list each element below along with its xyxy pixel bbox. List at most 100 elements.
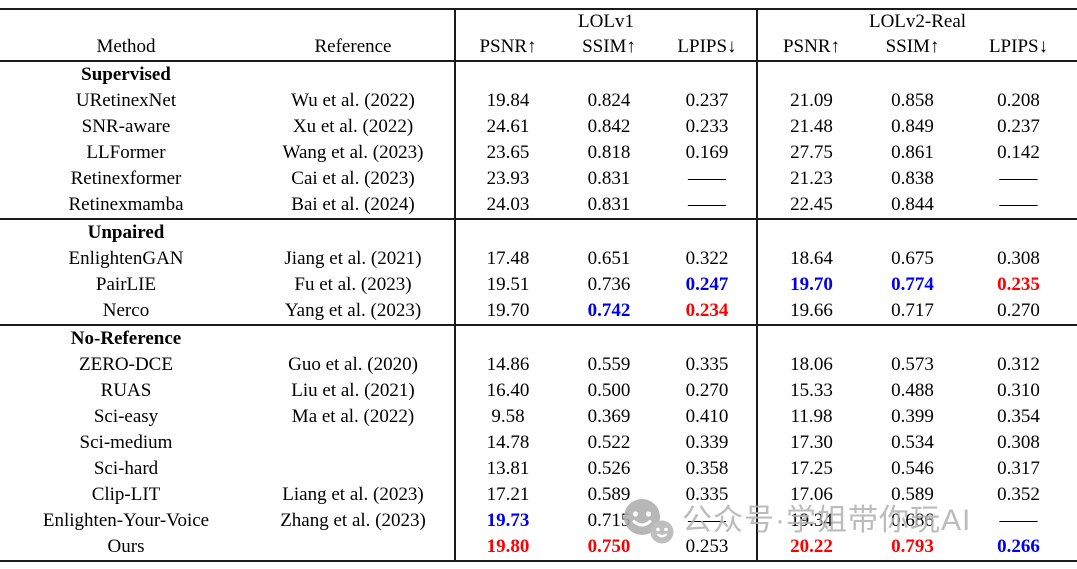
value-cell: 0.270 — [997, 300, 1040, 321]
empty-cell — [454, 61, 560, 88]
value-cell: 0.270 — [685, 380, 729, 401]
value-cell: 21.09 — [756, 88, 865, 114]
value-cell: 21.23 — [756, 166, 865, 192]
column-header-reference: Reference — [314, 36, 392, 57]
empty-cell — [756, 218, 865, 246]
value-cell: 0.831 — [587, 168, 631, 189]
value-cell: —— — [688, 194, 726, 215]
value-cell: 0.266 — [997, 536, 1040, 557]
value-cell: 20.22 — [756, 534, 865, 561]
value-cell: 0.559 — [587, 354, 631, 375]
method-cell: Clip-LIT — [91, 484, 161, 505]
value-cell: 17.48 — [454, 246, 560, 272]
value-cell: 0.831 — [587, 194, 631, 215]
empty-cell — [0, 9, 252, 33]
value-cell: 14.86 — [454, 352, 560, 378]
method-cell: Sci-easy — [93, 406, 159, 427]
reference-cell — [252, 456, 455, 482]
value-cell: 22.45 — [756, 192, 865, 219]
column-header-lpips-lolv2: LPIPS↓ — [988, 36, 1049, 57]
empty-cell — [252, 324, 455, 352]
section-header-row: Supervised — [0, 61, 1077, 88]
reference-cell: Xu et al. (2022) — [292, 116, 414, 137]
empty-cell — [960, 61, 1077, 88]
table-row: Sci-medium 14.78 0.522 0.339 17.30 0.534 0.308 — [0, 430, 1077, 456]
table-row: RUAS Liu et al. (2021) 16.40 0.500 0.270 15.3… — [0, 378, 1077, 404]
value-cell: —— — [999, 194, 1038, 215]
method-cell: Sci-medium — [79, 432, 173, 453]
value-cell: 19.34 — [756, 508, 865, 534]
value-cell: 0.410 — [685, 406, 729, 427]
value-cell: 9.58 — [454, 404, 560, 430]
value-cell: 19.70 — [454, 298, 560, 325]
empty-cell — [960, 324, 1077, 352]
value-cell: 16.40 — [454, 378, 560, 404]
value-cell: 0.399 — [891, 406, 934, 427]
column-header-ssim-lolv1: SSIM↑ — [582, 36, 636, 57]
value-cell: 14.78 — [454, 430, 560, 456]
table-body: Supervised URetinexNet Wu et al. (2022) 19.… — [0, 61, 1077, 561]
value-cell: 0.308 — [997, 432, 1040, 453]
empty-cell — [865, 324, 960, 352]
value-cell: 0.774 — [891, 274, 934, 295]
value-cell: —— — [999, 168, 1038, 189]
value-cell: 0.686 — [891, 510, 934, 531]
table-row: Sci-hard 13.81 0.526 0.358 17.25 0.546 0.317 — [0, 456, 1077, 482]
empty-cell — [756, 324, 865, 352]
value-cell: 17.30 — [756, 430, 865, 456]
value-cell: 0.736 — [587, 274, 631, 295]
value-cell: 0.234 — [685, 300, 729, 321]
value-cell: 0.312 — [997, 354, 1040, 375]
reference-cell — [252, 534, 455, 561]
section-header-row: Unpaired — [0, 218, 1077, 246]
table-row: ZERO-DCE Guo et al. (2020) 14.86 0.559 0.335… — [0, 352, 1077, 378]
value-cell: 0.715 — [587, 510, 631, 531]
table-row: Enlighten-Your-Voice Zhang et al. (2023) 1… — [0, 508, 1077, 534]
column-header-lpips-lolv1: LPIPS↓ — [677, 36, 737, 57]
value-cell: 0.247 — [685, 274, 729, 295]
value-cell: 17.25 — [756, 456, 865, 482]
value-cell: 0.339 — [685, 432, 729, 453]
value-cell: 0.235 — [997, 274, 1040, 295]
value-cell: 0.310 — [997, 380, 1040, 401]
value-cell: 0.742 — [587, 300, 631, 321]
table-row: PairLIE Fu et al. (2023) 19.51 0.736 0.247 19… — [0, 272, 1077, 298]
value-cell: 17.21 — [454, 482, 560, 508]
value-cell: 0.546 — [891, 458, 934, 479]
method-cell: LLFormer — [86, 142, 166, 163]
table-header: LOLv1 LOLv2-Real Method Reference PSNR↑ … — [0, 9, 1077, 61]
empty-cell — [560, 218, 658, 246]
metric-header-row: Method Reference PSNR↑ SSIM↑ LPIPS↓ PSNR… — [0, 33, 1077, 61]
table-row: Retinexformer Cai et al. (2023) 23.93 0.831… — [0, 166, 1077, 192]
empty-cell — [865, 218, 960, 246]
reference-cell: Liang et al. (2023) — [282, 484, 424, 505]
table-row: Ours 19.80 0.750 0.253 20.22 0.793 0.266 — [0, 534, 1077, 561]
empty-cell — [658, 324, 757, 352]
empty-cell — [658, 218, 757, 246]
value-cell: 0.500 — [587, 380, 631, 401]
value-cell: 21.48 — [756, 114, 865, 140]
value-cell: 13.81 — [454, 456, 560, 482]
reference-cell: Guo et al. (2020) — [288, 354, 418, 375]
value-cell: 0.858 — [891, 90, 934, 111]
dataset-group-lolv1: LOLv1 — [454, 9, 757, 33]
section-title: Unpaired — [0, 218, 252, 246]
method-cell: Enlighten-Your-Voice — [42, 510, 210, 531]
value-cell: 0.651 — [587, 248, 631, 269]
value-cell: 19.66 — [756, 298, 865, 325]
table-row: Clip-LIT Liang et al. (2023) 17.21 0.589 0.3… — [0, 482, 1077, 508]
section-header-row: No-Reference — [0, 324, 1077, 352]
value-cell: 27.75 — [756, 140, 865, 166]
value-cell: 19.80 — [454, 534, 560, 561]
value-cell: —— — [999, 510, 1038, 531]
empty-cell — [252, 9, 455, 33]
value-cell: 18.64 — [756, 246, 865, 272]
empty-cell — [252, 218, 455, 246]
value-cell: 23.65 — [454, 140, 560, 166]
value-cell: 0.322 — [685, 248, 729, 269]
value-cell: 0.253 — [685, 536, 729, 557]
value-cell: 0.793 — [891, 536, 934, 557]
value-cell: 0.488 — [891, 380, 934, 401]
method-cell: Retinexformer — [70, 168, 182, 189]
method-cell: Sci-hard — [93, 458, 159, 479]
